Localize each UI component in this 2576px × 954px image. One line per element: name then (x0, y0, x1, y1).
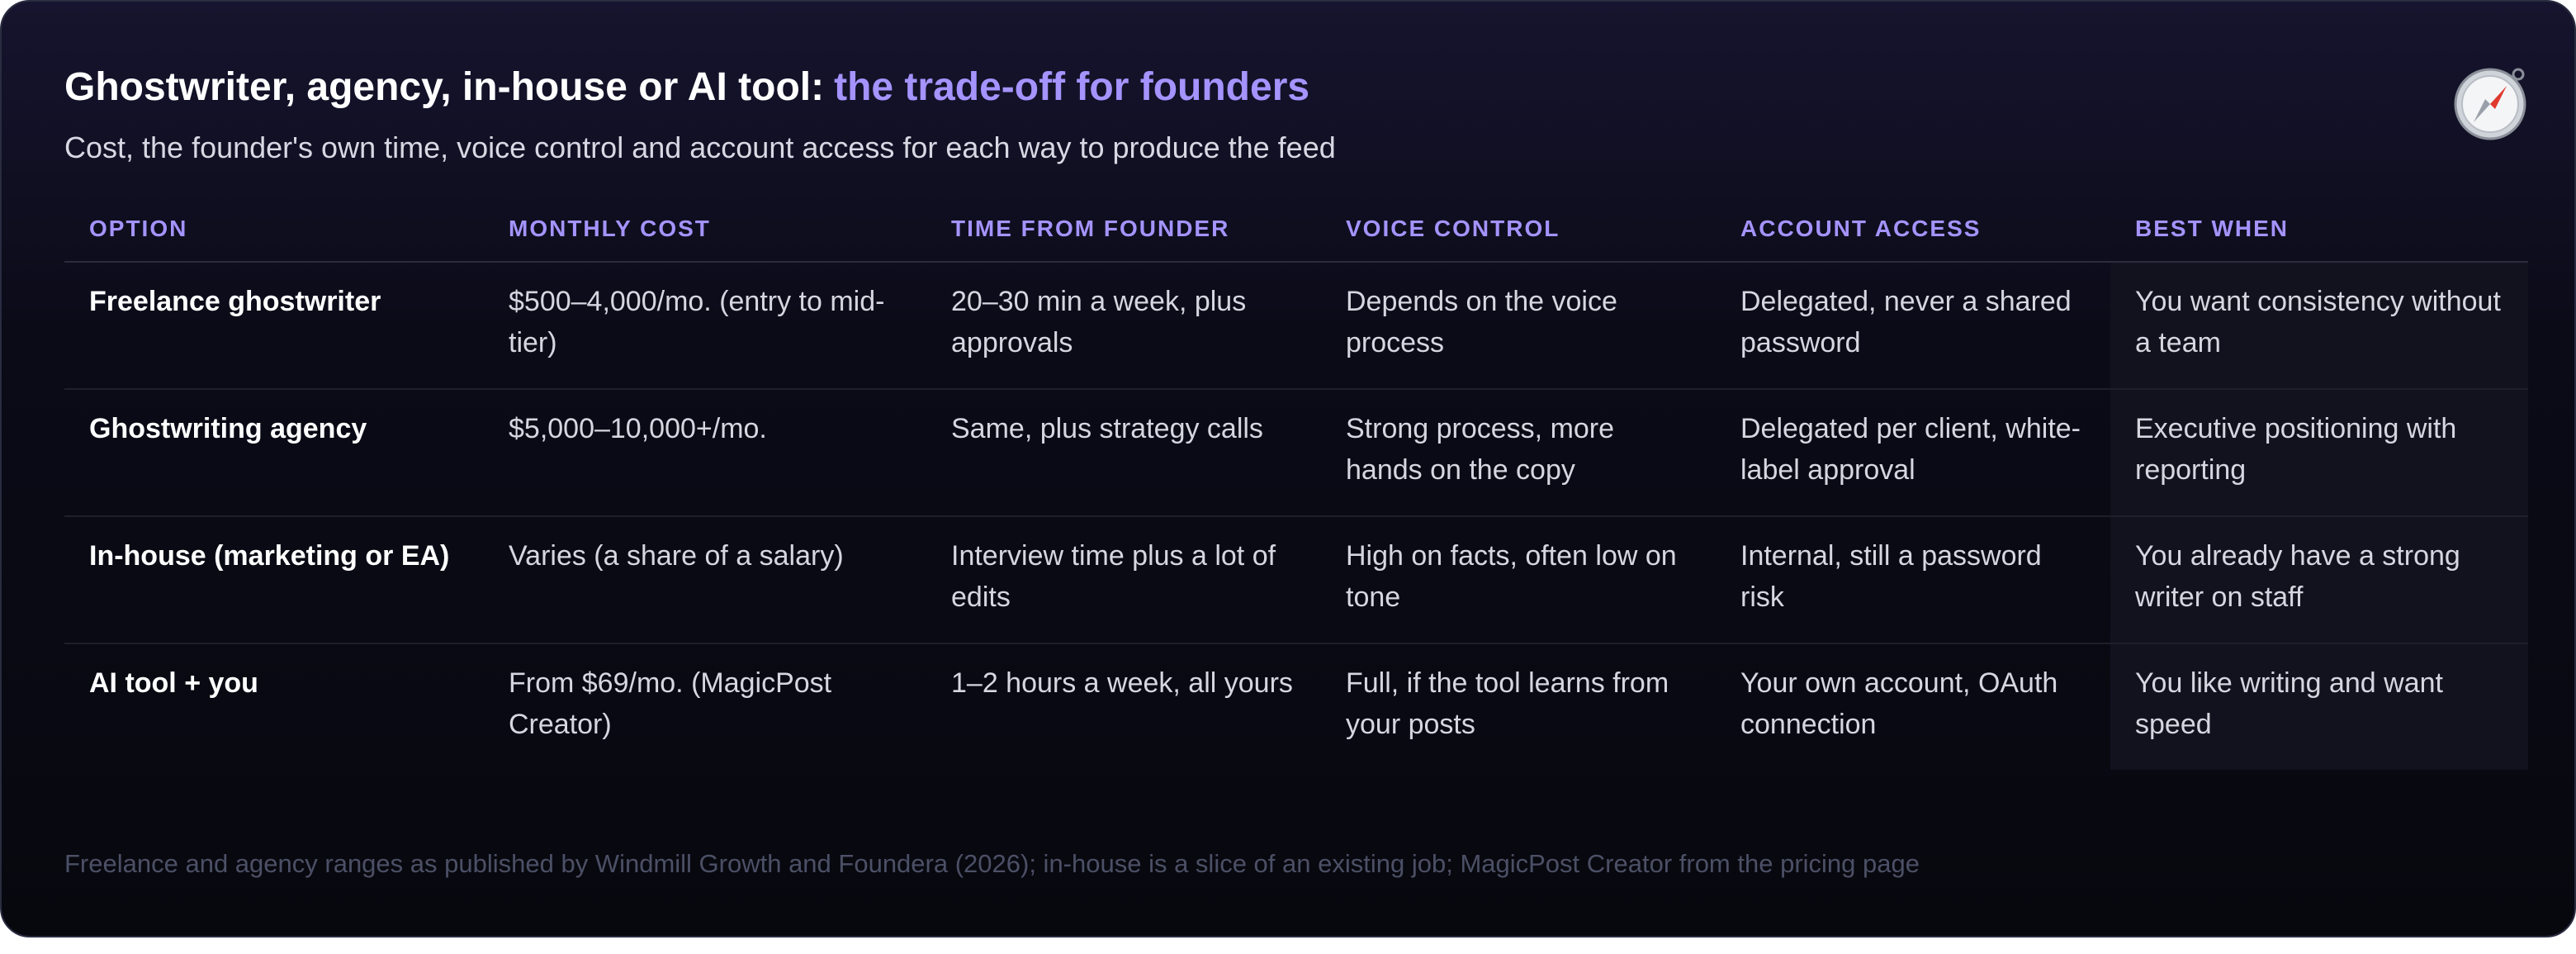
row-label: AI tool + you (89, 667, 258, 699)
column-header: ACCOUNT ACCESS (1716, 197, 2110, 263)
subtitle: Cost, the founder's own time, voice cont… (64, 131, 1336, 164)
comparison-table: OPTION MONTHLY COST TIME FROM FOUNDER VOICE… (64, 197, 2528, 770)
cell: High on facts, often low on tone (1321, 516, 1716, 644)
cell: You like writing and want speed (2110, 643, 2528, 770)
title-highlight: the trade-off for founders (834, 65, 1310, 109)
cell: Delegated per client, white-label approv… (1716, 389, 2110, 517)
cell: Your own account, OAuth connection (1740, 667, 2058, 740)
cell: Full, if the tool learns from your posts (1346, 667, 1669, 740)
cell: You want consistency without a team (2110, 262, 2528, 390)
cell: $5,000–10,000+/mo. (484, 389, 926, 517)
table-row: AI tool + you From $69/mo. (MagicPost Cre… (64, 643, 2528, 770)
cell: Depends on the voice process (1321, 262, 1716, 390)
row-label: Ghostwriting agency (64, 389, 484, 517)
column-header: VOICE CONTROL (1321, 197, 1716, 263)
cell: Internal, still a password risk (1716, 516, 2110, 644)
cell: Strong process, more hands on the copy (1321, 389, 1716, 517)
header-row: OPTION MONTHLY COST TIME FROM FOUNDER VOICE… (64, 197, 2528, 263)
cell: You already have a strong writer on staf… (2110, 516, 2528, 644)
cell: Same, plus strategy calls (926, 389, 1321, 517)
table-row: Ghostwriting agency $5,000–10,000+/mo. Sam… (64, 389, 2528, 517)
cell: Executive positioning with reporting (2110, 389, 2528, 517)
column-header: OPTION (64, 197, 484, 263)
compass-icon (2454, 68, 2526, 140)
cell: Delegated, never a shared password (1716, 262, 2110, 390)
cell: Varies (a share of a salary) (484, 516, 926, 644)
cell: Interview time plus a lot of edits (926, 516, 1321, 644)
cell: $500–4,000/mo. (entry to mid-tier) (484, 262, 926, 390)
row-label: Freelance ghostwriter (64, 262, 484, 390)
column-header: MONTHLY COST (484, 197, 926, 263)
title-text: Ghostwriter, agency, in-house or AI tool… (64, 65, 825, 109)
table-row: Freelance ghostwriter $500–4,000/mo. (ent… (64, 262, 2528, 390)
column-header: TIME FROM FOUNDER (926, 197, 1321, 263)
table-row: In-house (marketing or EA) Varies (a shar… (64, 516, 2528, 644)
cell: 1–2 hours a week, all yours (951, 667, 1293, 699)
cell: From $69/mo. (MagicPost Creator) (509, 667, 832, 740)
title: Ghostwriter, agency, in-house or AI tool… (64, 64, 1309, 110)
cell: 20–30 min a week, plus approvals (926, 262, 1321, 390)
column-header: BEST WHEN (2110, 197, 2528, 263)
row-label: In-house (marketing or EA) (64, 516, 484, 644)
footnote: Freelance and agency ranges as published… (64, 849, 1920, 878)
